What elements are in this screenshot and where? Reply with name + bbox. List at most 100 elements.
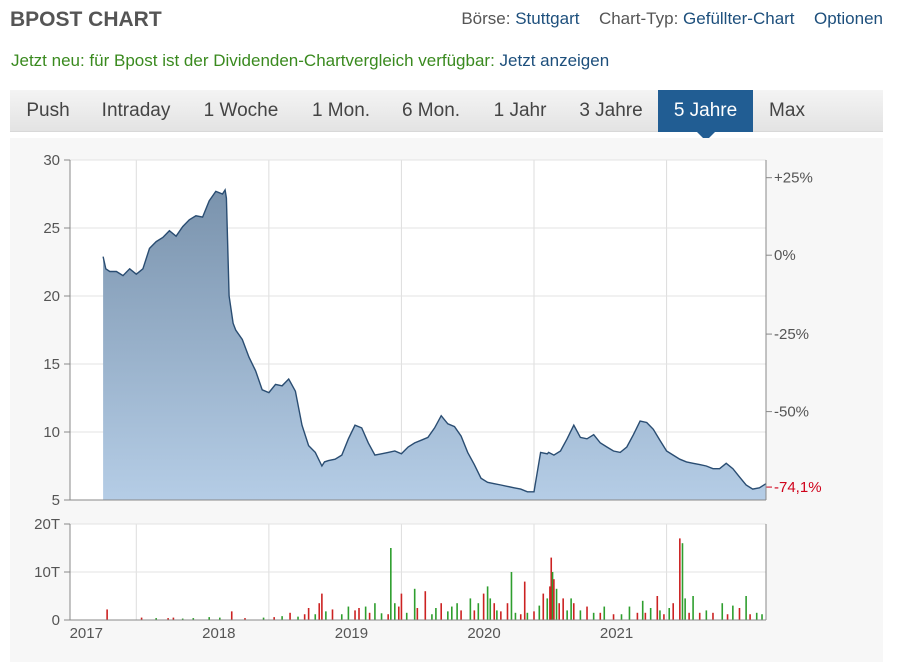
tab-1-jahr[interactable]: 1 Jahr [493, 100, 547, 121]
volume-bar [612, 614, 615, 620]
volume-bar [523, 581, 526, 620]
volume-bar [603, 606, 606, 620]
dividend-notice: Jetzt neu: für Bpost ist der Dividenden-… [11, 51, 609, 71]
volume-bar [303, 614, 306, 620]
chart-type-label: Chart-Typ: [598, 9, 679, 28]
volume-bar [599, 612, 602, 620]
volume-bar [636, 612, 639, 620]
volume-bar [553, 579, 555, 620]
exchange-label: Börse: [461, 9, 511, 28]
chart-options-bar: Börse: Stuttgart Chart-Typ: Gefüllter-Ch… [461, 9, 883, 29]
price-y-tick-label: 30 [43, 152, 60, 169]
tab-push[interactable]: Push [26, 100, 70, 121]
volume-bar [506, 603, 509, 620]
volume-bar [572, 603, 575, 620]
volume-bar [473, 610, 476, 620]
volume-bar [354, 610, 356, 620]
exchange-select[interactable]: Stuttgart [515, 9, 580, 28]
change-label: -74,1% [774, 479, 822, 496]
volume-bar [451, 606, 453, 620]
volume-bar [555, 588, 558, 620]
volume-bar [668, 608, 671, 620]
volume-bar [140, 617, 143, 620]
show-now-link[interactable]: Jetzt anzeigen [499, 51, 610, 70]
price-y-tick-label: 20 [43, 288, 60, 305]
volume-bar [172, 617, 175, 620]
volume-bar [712, 612, 714, 620]
volume-bar [659, 610, 661, 620]
volume-bar [390, 548, 392, 620]
volume-bar [745, 596, 747, 620]
volume-bar [106, 609, 108, 620]
tab-intraday[interactable]: Intraday [101, 100, 171, 121]
volume-bar [192, 618, 195, 620]
volume-bar [644, 612, 647, 620]
volume-bar [364, 606, 367, 620]
volume-bar [380, 613, 383, 620]
volume-bar [469, 598, 472, 620]
volume-bar [358, 608, 360, 620]
volume-bar [620, 614, 623, 620]
tab-max[interactable]: Max [769, 100, 805, 121]
volume-bar [533, 611, 535, 620]
tab-1-mon[interactable]: 1 Mon. [311, 100, 371, 121]
x-tick-label: 2020 [467, 625, 500, 642]
volume-bar [692, 596, 694, 620]
volume-bar [579, 610, 582, 620]
volume-bar [592, 612, 595, 620]
tab-1-woche[interactable]: 1 Woche [203, 100, 279, 121]
volume-bar [570, 598, 572, 620]
tab-3-jahre[interactable]: 3 Jahre [579, 100, 643, 121]
volume-bar [431, 614, 433, 620]
volume-bar [262, 617, 265, 620]
options-link[interactable]: Optionen [814, 9, 883, 28]
volume-bar [688, 612, 690, 620]
price-y-tick-label: 5 [52, 492, 60, 509]
volume-bar [447, 611, 449, 620]
volume-bar [726, 614, 729, 620]
volume-bar [500, 611, 502, 620]
volume-bar [219, 617, 221, 620]
volume-bar [307, 608, 310, 620]
percent-tick-label: -25% [774, 326, 809, 343]
chart-svg[interactable]: 2017 2018 2019 2020 2021 30 25 20 15 10 5 +25% 0% -25… [10, 138, 883, 662]
volume-bar [649, 608, 652, 620]
volume-bar [482, 593, 485, 620]
tab-6-mon[interactable]: 6 Mon. [401, 100, 461, 121]
volume-bar [181, 618, 184, 620]
percent-tick-label: +25% [774, 170, 813, 187]
volume-bar [656, 596, 659, 620]
volume-bar [663, 614, 665, 620]
volume-bar [542, 593, 545, 620]
volume-bar [558, 603, 560, 620]
volume-bar [405, 612, 408, 620]
chart-type-select[interactable]: Gefüllter-Chart [683, 9, 795, 28]
volume-bar [167, 618, 169, 620]
volume-bar [486, 586, 489, 620]
volume-bar [435, 608, 437, 620]
volume-bar [732, 605, 734, 620]
volume-bar [761, 614, 763, 620]
x-tick-label: 2021 [600, 625, 633, 642]
chart-area: 2017 2018 2019 2020 2021 30 25 20 15 10 5 +25% 0% -25… [10, 138, 883, 662]
chart-axes [64, 159, 772, 621]
volume-bar [684, 598, 686, 620]
volume-bar [679, 538, 681, 620]
volume-bar [460, 610, 462, 620]
price-area [103, 189, 767, 500]
price-y-tick-label: 25 [43, 220, 60, 237]
volume-bar [331, 609, 334, 620]
price-y-tick-label: 15 [43, 356, 60, 373]
volume-bar [514, 612, 517, 620]
volume-y-tick-label: 10T [34, 564, 60, 581]
tab-5-jahre[interactable]: 5 Jahre [658, 90, 753, 141]
volume-bar [230, 611, 233, 620]
chart-labels: 2017 2018 2019 2020 2021 30 25 20 15 10 5 +25% 0% -25… [34, 152, 821, 642]
volume-y-tick-label: 0 [52, 612, 60, 629]
volume-bar [325, 611, 327, 620]
volume-bar [551, 572, 554, 620]
volume-bar [546, 598, 549, 620]
volume-bar [586, 606, 588, 620]
volume-bar [297, 616, 299, 620]
timeframe-tabs: Push Intraday 1 Woche 1 Mon. 6 Mon. 1 Ja… [10, 90, 883, 141]
